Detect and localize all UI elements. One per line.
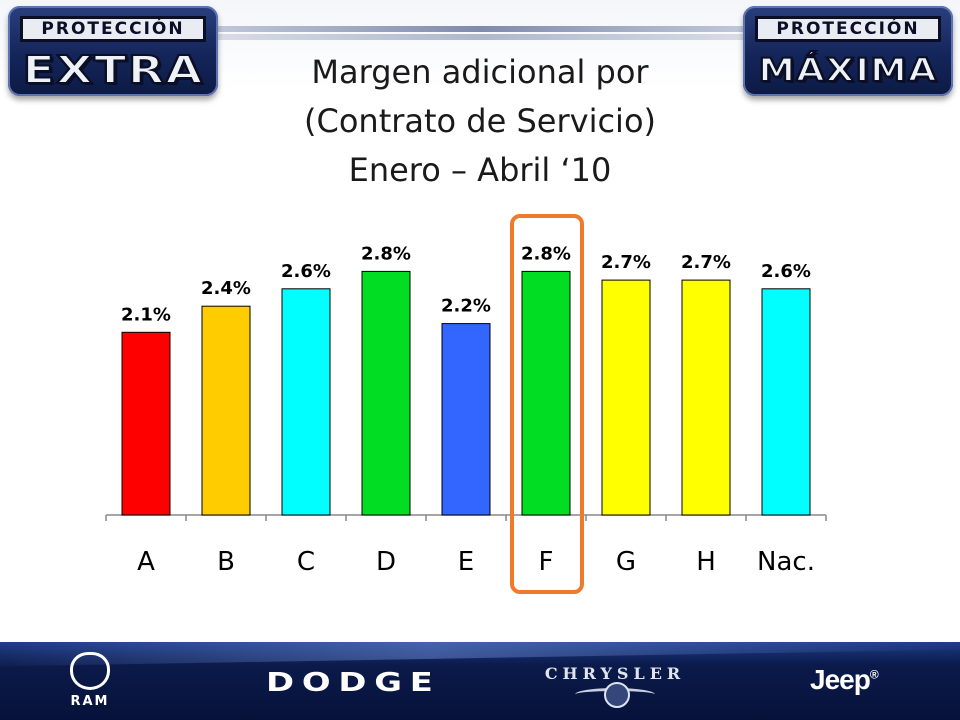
data-label: 2.2%	[441, 296, 491, 317]
title-line: Enero – Abril ‘10	[348, 151, 612, 189]
chrysler-logo: CHRYSLER	[540, 664, 690, 708]
data-label: 2.7%	[681, 252, 731, 273]
data-label: 2.6%	[761, 261, 811, 282]
bar	[441, 323, 491, 516]
data-label: 2.7%	[601, 252, 651, 273]
x-tick-label: G	[616, 547, 636, 577]
data-label: 2.4%	[201, 278, 251, 299]
x-tick-label: F	[539, 547, 554, 577]
logo-word: MÁXIMA	[757, 50, 938, 90]
bar	[521, 270, 571, 516]
header-stripe	[0, 26, 960, 32]
x-tick-label: B	[217, 547, 235, 577]
bar	[681, 279, 731, 516]
highlight-frame	[510, 214, 584, 594]
brand-label: RAM	[70, 694, 110, 709]
x-tick-label: H	[696, 547, 716, 577]
x-tick-label: E	[458, 547, 474, 577]
x-tick-label: A	[137, 547, 155, 577]
slide-title: Margen adicional por (Contrato de Servic…	[230, 48, 730, 195]
logo-tag: PROTECCIÓN	[755, 16, 941, 42]
header-stripe	[0, 34, 960, 40]
proteccion-extra-logo: PROTECCIÓN EXTRA	[8, 6, 218, 96]
x-tick-label: Nac.	[757, 547, 815, 577]
bar-chart: 2.1% A 2.4% B 2.6% C 2.8% D 2.2% E 2.8% F 2.7% G 2.7% H…	[105, 243, 827, 577]
x-tick-label: C	[297, 547, 315, 577]
bar	[201, 305, 251, 516]
bar	[601, 279, 651, 516]
registered-mark: ®	[869, 667, 879, 682]
ram-logo: RAM	[60, 650, 120, 714]
data-label: 2.6%	[281, 261, 331, 282]
data-label: 2.8%	[361, 243, 411, 264]
bar	[361, 270, 411, 516]
logo-word: EXTRA	[21, 47, 204, 93]
brand-label: CHRYSLER	[544, 664, 686, 683]
x-tick-label: D	[376, 547, 396, 577]
bar	[281, 288, 331, 516]
dodge-logo: DODGE	[266, 668, 441, 698]
bar	[761, 288, 811, 516]
ram-head-icon	[70, 652, 110, 690]
data-label: 2.8%	[521, 243, 571, 264]
brand-footer: RAM DODGE CHRYSLER Jeep®	[0, 642, 960, 720]
jeep-logo: Jeep®	[810, 664, 879, 696]
bar	[121, 331, 171, 516]
title-line: Margen adicional por	[311, 53, 649, 91]
chrysler-seal-icon	[604, 682, 630, 708]
brand-label: Jeep	[810, 664, 871, 695]
title-line: (Contrato de Servicio)	[304, 102, 656, 140]
logo-tag: PROTECCIÓN	[20, 16, 206, 42]
proteccion-maxima-logo: PROTECCIÓN MÁXIMA	[743, 6, 953, 96]
data-label: 2.1%	[121, 304, 171, 325]
